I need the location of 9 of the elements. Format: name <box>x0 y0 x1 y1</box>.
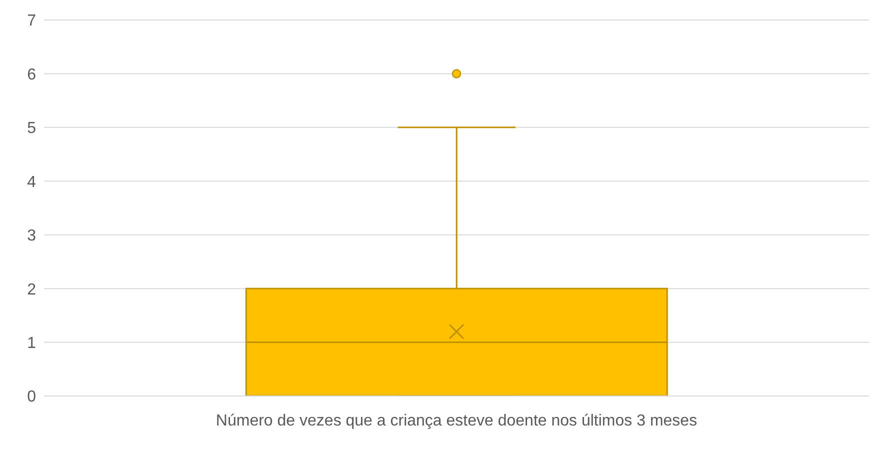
y-tick-label: 2 <box>27 281 36 298</box>
y-tick-label: 4 <box>27 174 36 191</box>
y-tick-label: 1 <box>27 334 36 352</box>
y-tick-label: 5 <box>27 120 36 138</box>
y-tick-label: 6 <box>27 66 36 84</box>
y-tick-label: 0 <box>27 388 36 406</box>
y-tick-label: 3 <box>27 228 36 245</box>
y-tick-label: 7 <box>27 12 36 30</box>
x-tick-label: Número de vezes que a criança esteve doente nos últimos 3 meses <box>216 412 698 430</box>
